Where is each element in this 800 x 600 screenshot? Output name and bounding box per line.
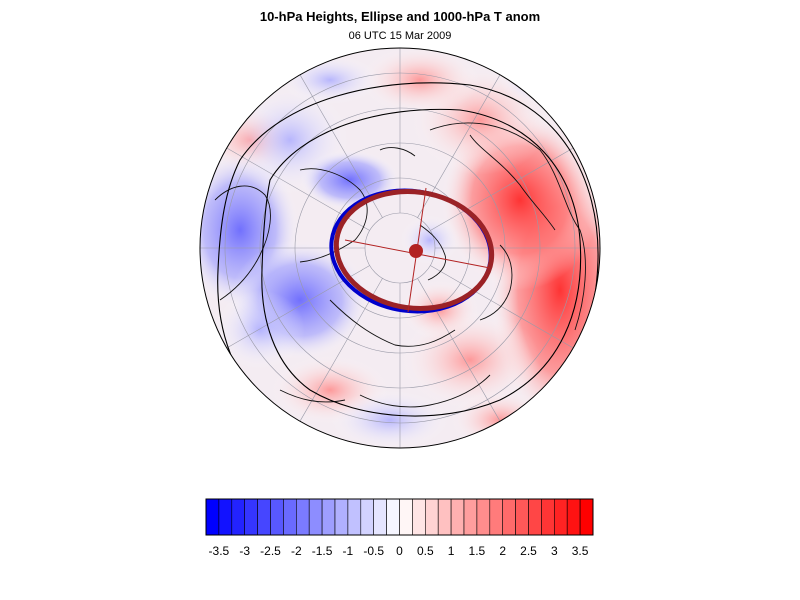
colorbar-bin — [360, 498, 374, 536]
colorbar-bin — [373, 498, 387, 536]
colorbar-bin — [476, 498, 491, 536]
temperature-anomaly-field — [200, 48, 600, 448]
colorbar-tick-label: -3.5 — [208, 544, 230, 558]
colorbar-bin — [399, 498, 413, 536]
height-contour-inner — [261, 108, 582, 417]
colorbar-bin — [541, 498, 555, 536]
colorbar-bin — [424, 498, 439, 536]
colorbar-bin — [386, 498, 400, 536]
colorbar-tick-label: -0.5 — [363, 544, 385, 558]
colorbar-bin — [244, 498, 258, 536]
ellipse-red — [333, 189, 495, 311]
colorbar-bin — [257, 498, 271, 536]
colorbar-bin — [489, 498, 503, 536]
colorbar-frame — [205, 498, 594, 536]
colorbar-tick-label: 0.5 — [416, 544, 434, 558]
colorbar-bin — [270, 498, 284, 536]
colorbar-tick-label: -2 — [290, 544, 302, 558]
colorbar-bin — [321, 498, 336, 536]
colorbar-bin — [308, 498, 323, 536]
colorbar-bin — [412, 498, 426, 536]
colorbar-tick-label: 3 — [550, 544, 558, 558]
colorbar-tick-label: 2 — [499, 544, 507, 558]
colorbar-tick-label: -3 — [239, 544, 251, 558]
colorbar-bin — [334, 498, 349, 536]
colorbar-tick-label: -1 — [342, 544, 354, 558]
colorbar-tick-label: 2.5 — [520, 544, 537, 558]
colorbar-bin — [283, 498, 297, 536]
colorbar-bin — [437, 498, 452, 536]
colorbar-bin — [295, 498, 310, 536]
colorbar-bin — [579, 498, 594, 536]
colorbar-bin — [450, 498, 465, 536]
map-subtitle: 06 UTC 15 Mar 2009 — [348, 30, 452, 42]
colorbar-bin — [463, 498, 478, 536]
colorbar-tick-label: -1.5 — [311, 544, 333, 558]
colorbar-tick-label: -2.5 — [260, 544, 281, 558]
globe-outline — [199, 47, 601, 449]
colorbar-bin — [231, 498, 246, 536]
map-title: 10-hPa Heights, Ellipse and 1000-hPa T a… — [259, 9, 541, 24]
colorbar-bin — [502, 498, 516, 536]
colorbar-bin — [205, 498, 220, 536]
colorbar-bin — [553, 498, 568, 536]
colorbar-tick-label: 3.5 — [571, 544, 589, 558]
colorbar-tick-label: 1 — [447, 544, 455, 558]
vortex-ellipse — [329, 187, 495, 314]
ellipse-center-dot — [409, 244, 423, 258]
colorbar-bin — [347, 498, 362, 536]
colorbar-bin — [218, 498, 233, 536]
coastlines — [214, 122, 586, 408]
colorbar-bin — [515, 498, 529, 536]
colorbar-tick-label: 1.5 — [468, 544, 486, 558]
colorbar-tick-label: 0 — [396, 544, 403, 558]
colorbar-bin — [566, 498, 581, 536]
colorbar-bin — [528, 498, 542, 536]
